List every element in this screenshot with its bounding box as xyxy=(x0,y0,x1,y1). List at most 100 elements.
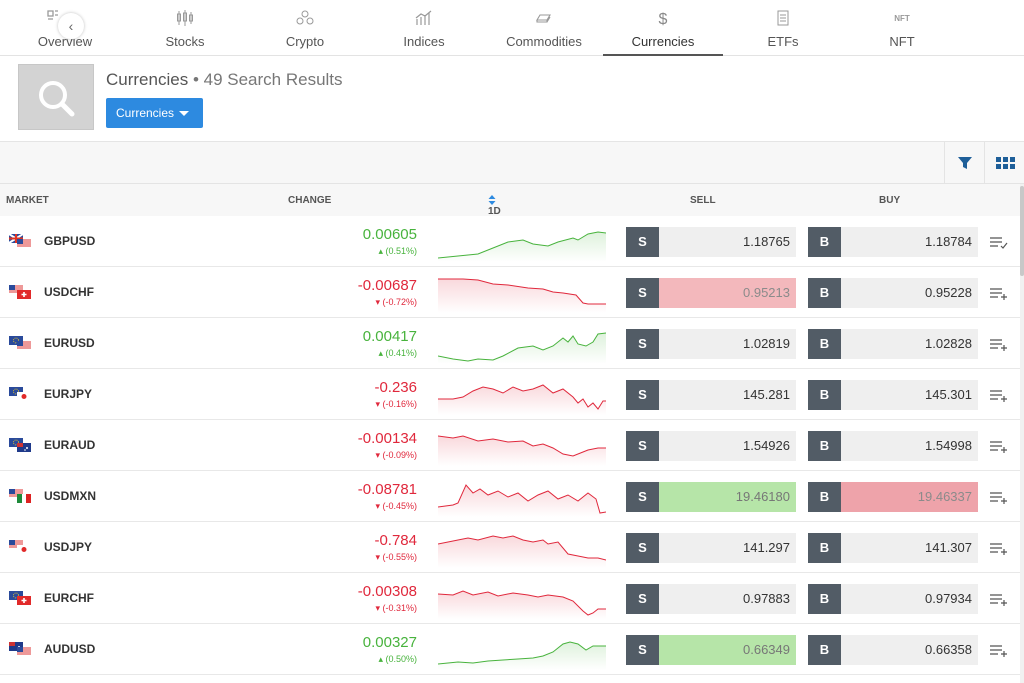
sparkline xyxy=(438,484,606,517)
scrollbar-thumb[interactable] xyxy=(1020,186,1024,276)
change-percent: ▾ (-0.72%) xyxy=(375,297,417,307)
buy-price[interactable]: 0.66358 xyxy=(841,635,978,665)
buy-price[interactable]: 19.46337 xyxy=(841,482,978,512)
sparkline xyxy=(438,332,606,364)
tab-indices[interactable]: Indices xyxy=(364,0,484,56)
scrollbar-track[interactable] xyxy=(1020,184,1024,683)
buy-price[interactable]: 141.307 xyxy=(841,533,978,563)
ingot-icon xyxy=(536,14,551,23)
add-to-watchlist-icon[interactable] xyxy=(989,336,1009,352)
table-row[interactable]: EURCHF -0.00308 ▾ (-0.31%) S 0.97883 B 0… xyxy=(0,573,1020,624)
tab-etfs[interactable]: ETFs xyxy=(723,0,843,56)
change-percent: ▾ (-0.31%) xyxy=(375,603,417,613)
sell-price[interactable]: 1.18765 xyxy=(659,227,796,257)
buy-button[interactable]: B xyxy=(808,431,841,461)
buy-price[interactable]: 0.97934 xyxy=(841,584,978,614)
table-row[interactable]: EURAUD -0.00134 ▾ (-0.09%) S 1.54926 B 1… xyxy=(0,420,1020,471)
svg-text:$: $ xyxy=(659,11,668,27)
buy-button[interactable]: B xyxy=(808,278,841,308)
sell-button[interactable]: S xyxy=(626,584,659,614)
sell-button[interactable]: S xyxy=(626,482,659,512)
buy-button[interactable]: B xyxy=(808,584,841,614)
percent-text: (0.41%) xyxy=(385,348,417,358)
tab-commodities[interactable]: Commodities xyxy=(484,0,604,56)
change-percent: ▴ (0.41%) xyxy=(378,348,417,358)
tab-stocks[interactable]: Stocks xyxy=(125,0,245,56)
filter-icon xyxy=(958,157,972,169)
market-symbol: EURUSD xyxy=(44,336,95,350)
add-to-watchlist-icon[interactable] xyxy=(989,642,1009,658)
buy-price[interactable]: 1.18784 xyxy=(841,227,978,257)
sell-price[interactable]: 1.02819 xyxy=(659,329,796,359)
table-row[interactable]: GBPUSD 0.00605 ▴ (0.51%) S 1.18765 B 1.1… xyxy=(0,216,1020,267)
sell-button[interactable]: S xyxy=(626,431,659,461)
buy-price[interactable]: 1.02828 xyxy=(841,329,978,359)
buy-button[interactable]: B xyxy=(808,329,841,359)
table-row[interactable]: EURJPY -0.236 ▾ (-0.16%) S 145.281 B 145… xyxy=(0,369,1020,420)
column-period[interactable]: 1D xyxy=(488,195,501,217)
flag-audusd-icon xyxy=(9,642,31,656)
add-to-watchlist-icon[interactable] xyxy=(989,489,1009,505)
buy-button[interactable]: B xyxy=(808,482,841,512)
add-to-watchlist-icon[interactable] xyxy=(989,591,1009,607)
page-title-text: Currencies xyxy=(106,70,189,89)
sell-button[interactable]: S xyxy=(626,227,659,257)
table-row[interactable]: USDMXN -0.08781 ▾ (-0.45%) S 19.46180 B … xyxy=(0,471,1020,522)
caret-down-icon xyxy=(179,111,189,116)
table-row[interactable]: EURUSD 0.00417 ▴ (0.41%) S 1.02819 B 1.0… xyxy=(0,318,1020,369)
column-buy: BUY xyxy=(879,195,901,206)
add-to-watchlist-icon[interactable] xyxy=(989,438,1009,454)
crypto-icon xyxy=(296,10,314,25)
add-to-watchlist-icon[interactable] xyxy=(989,285,1009,301)
buy-price[interactable]: 0.95228 xyxy=(841,278,978,308)
tab-currencies[interactable]: $ Currencies xyxy=(603,0,723,56)
percent-text: (-0.09%) xyxy=(382,450,417,460)
change-value: 0.00605 xyxy=(362,226,417,243)
sell-price[interactable]: 19.46180 xyxy=(659,482,796,512)
sell-price[interactable]: 145.281 xyxy=(659,380,796,410)
percent-text: (-0.72%) xyxy=(382,297,417,307)
tab-overview[interactable]: Overview xyxy=(0,0,110,56)
change-percent: ▾ (-0.45%) xyxy=(375,501,417,511)
table-row[interactable]: AUDUSD 0.00327 ▴ (0.50%) S 0.66349 B 0.6… xyxy=(0,624,1020,675)
sell-button[interactable]: S xyxy=(626,533,659,563)
sell-button[interactable]: S xyxy=(626,278,659,308)
filter-button[interactable] xyxy=(944,142,984,184)
tab-crypto[interactable]: Crypto xyxy=(245,0,365,56)
change-value: -0.00308 xyxy=(357,583,417,600)
grid-view-button[interactable] xyxy=(984,142,1024,184)
watchlist-added-icon[interactable] xyxy=(989,234,1009,250)
sparkline xyxy=(438,535,606,568)
market-list: GBPUSD 0.00605 ▴ (0.51%) S 1.18765 B 1.1… xyxy=(0,216,1020,683)
sell-button[interactable]: S xyxy=(626,380,659,410)
sell-button[interactable]: S xyxy=(626,329,659,359)
currencies-dropdown[interactable]: Currencies xyxy=(106,98,203,128)
svg-text:NFT: NFT xyxy=(894,14,910,23)
tab-label: Indices xyxy=(403,34,445,49)
buy-price[interactable]: 1.54998 xyxy=(841,431,978,461)
percent-text: (-0.31%) xyxy=(382,603,417,613)
back-arrow-button[interactable]: ‹ xyxy=(58,13,84,39)
sell-price[interactable]: 1.54926 xyxy=(659,431,796,461)
nft-icon: NFT xyxy=(894,14,910,23)
tab-nft[interactable]: NFT NFT xyxy=(842,0,962,56)
sell-price[interactable]: 0.66349 xyxy=(659,635,796,665)
sell-price[interactable]: 141.297 xyxy=(659,533,796,563)
flag-usdmxn-icon xyxy=(9,489,31,503)
table-row[interactable]: USDCHF -0.00687 ▾ (-0.72%) S 0.95213 B 0… xyxy=(0,267,1020,318)
add-to-watchlist-icon[interactable] xyxy=(989,387,1009,403)
buy-button[interactable]: B xyxy=(808,533,841,563)
sell-button[interactable]: S xyxy=(626,635,659,665)
buy-button[interactable]: B xyxy=(808,227,841,257)
percent-text: (-0.45%) xyxy=(382,501,417,511)
sell-price[interactable]: 0.95213 xyxy=(659,278,796,308)
add-to-watchlist-icon[interactable] xyxy=(989,540,1009,556)
buy-button[interactable]: B xyxy=(808,380,841,410)
change-value: -0.00134 xyxy=(357,430,417,447)
buy-button[interactable]: B xyxy=(808,635,841,665)
market-symbol: EURJPY xyxy=(44,387,93,401)
sell-price[interactable]: 0.97883 xyxy=(659,584,796,614)
buy-price[interactable]: 145.301 xyxy=(841,380,978,410)
table-row[interactable]: USDJPY -0.784 ▾ (-0.55%) S 141.297 B 141… xyxy=(0,522,1020,573)
tab-label: Overview xyxy=(37,34,93,49)
